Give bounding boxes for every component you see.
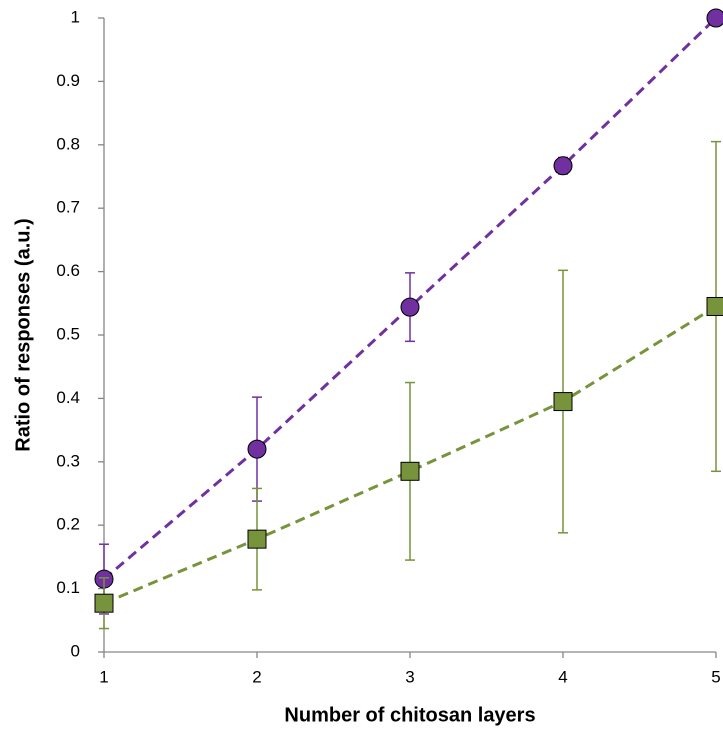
y-tick-label: 0.6 xyxy=(56,261,80,280)
y-tick-label: 0.2 xyxy=(56,515,80,534)
y-tick-label: 0.9 xyxy=(56,71,80,90)
y-tick-label: 0.5 xyxy=(56,324,80,343)
marker xyxy=(553,392,573,412)
trend-line xyxy=(103,305,717,605)
y-tick-label: 0.4 xyxy=(56,388,80,407)
x-tick-label: 2 xyxy=(252,667,261,686)
x-tick-label: 4 xyxy=(558,667,567,686)
marker xyxy=(247,439,267,459)
y-tick-label: 0.1 xyxy=(56,578,80,597)
x-tick-label: 3 xyxy=(405,667,414,686)
x-tick-label: 5 xyxy=(711,667,720,686)
y-tick-label: 1 xyxy=(71,7,80,26)
y-tick-label: 0.7 xyxy=(56,198,80,217)
y-tick-label: 0.8 xyxy=(56,134,80,153)
marker xyxy=(247,529,267,549)
x-axis-title: Number of chitosan layers xyxy=(284,704,535,726)
y-axis-title: Ratio of responses (a.u.) xyxy=(12,218,34,451)
marker xyxy=(400,297,420,317)
x-tick-label: 1 xyxy=(99,667,108,686)
y-tick-label: 0.3 xyxy=(56,451,80,470)
y-tick-label: 0 xyxy=(71,641,80,660)
marker xyxy=(553,156,573,176)
marker xyxy=(706,296,723,316)
marker xyxy=(400,461,420,481)
marker xyxy=(706,8,723,28)
marker xyxy=(94,593,114,613)
